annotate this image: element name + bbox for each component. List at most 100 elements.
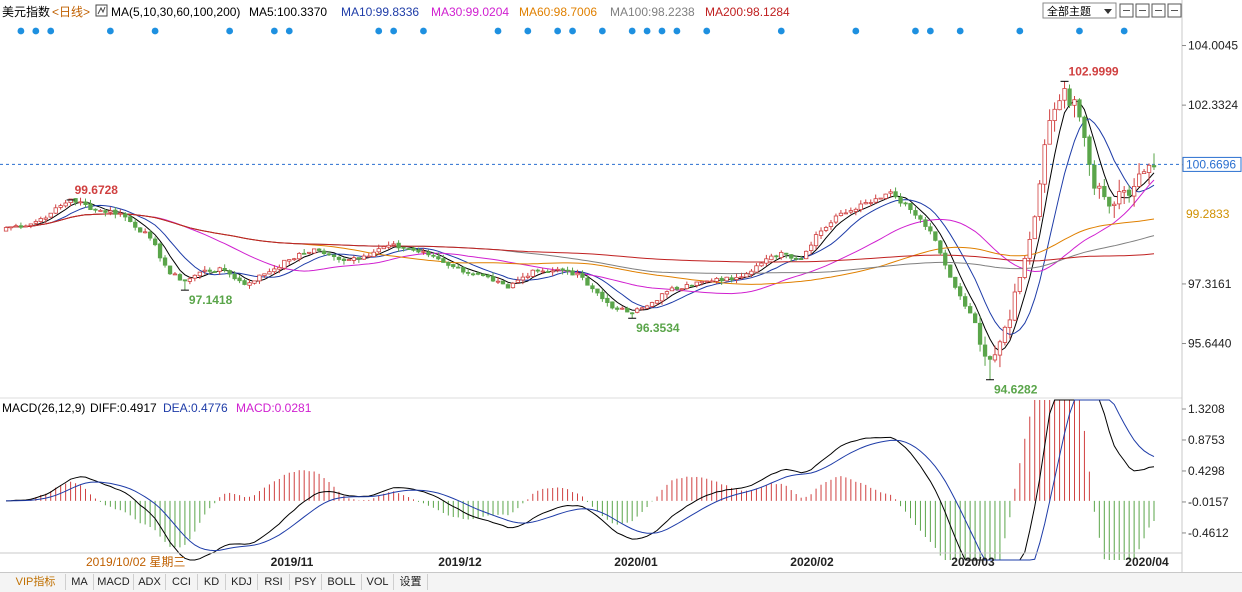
macd-tick-label: 0.8753 xyxy=(1188,433,1225,447)
candle-up xyxy=(654,300,660,304)
candle-up xyxy=(510,282,516,289)
signal-dot xyxy=(1076,27,1083,35)
candle-down xyxy=(88,203,93,210)
candle-up xyxy=(1146,164,1152,173)
candle-down xyxy=(416,249,421,253)
candle-up xyxy=(23,225,29,228)
indicator-settings-icon[interactable] xyxy=(95,4,108,17)
signal-dot xyxy=(106,27,114,35)
ma-value-label: MA5:100.3370 xyxy=(249,5,327,19)
signal-dot xyxy=(47,27,55,35)
indicator-tab-bar: VIP指标 MA MACD ADX CCI KD KDJ RSI PSY BOLL VOL 设置 xyxy=(0,572,1242,592)
candle-up xyxy=(287,259,292,262)
candle-down xyxy=(326,253,332,256)
candle-down xyxy=(167,265,173,275)
indicator-tab[interactable]: CCI xyxy=(166,574,198,590)
candle-down xyxy=(128,216,133,223)
theme-dropdown-label: 全部主题 xyxy=(1047,4,1091,18)
annotation-label: 96.3534 xyxy=(636,321,680,335)
candle-up xyxy=(734,276,739,280)
candle-up xyxy=(1022,257,1027,278)
candle-up xyxy=(306,251,312,254)
candle-up xyxy=(108,210,113,213)
ma-value-label: MA100:98.2238 xyxy=(610,5,695,19)
candle-down xyxy=(137,227,143,233)
macd-diff-line xyxy=(5,399,1155,561)
indicator-tab[interactable]: KDJ xyxy=(226,574,258,590)
candle-up xyxy=(779,251,784,258)
ma10-line xyxy=(5,118,1155,336)
candle-down xyxy=(505,284,511,289)
candle-down xyxy=(436,256,441,260)
candle-up xyxy=(366,255,371,258)
candle-up xyxy=(525,275,530,278)
candle-down xyxy=(1087,136,1092,165)
candle-up xyxy=(277,266,282,270)
candle-down xyxy=(182,279,188,282)
window-icons xyxy=(1119,3,1182,18)
indicator-tab[interactable]: KD xyxy=(198,574,226,590)
candle-up xyxy=(53,207,58,214)
candle-up xyxy=(8,226,14,229)
candle-up xyxy=(1037,183,1042,217)
candle-down xyxy=(923,219,928,227)
candle-up xyxy=(1132,185,1137,197)
indicator-tab[interactable]: MACD xyxy=(94,574,134,590)
theme-dropdown[interactable] xyxy=(1042,2,1117,19)
candle-up xyxy=(38,218,43,222)
candle-up xyxy=(297,252,302,260)
candle-up xyxy=(515,279,520,283)
candle-down xyxy=(356,257,362,260)
candle-down xyxy=(490,276,496,282)
candle-down xyxy=(963,296,968,307)
candle-up xyxy=(1007,319,1012,328)
signal-dot xyxy=(569,27,576,35)
candle-down xyxy=(913,210,918,216)
price-tick-label: 97.3161 xyxy=(1188,277,1232,291)
indicator-tab[interactable]: BOLL xyxy=(322,574,362,590)
indicator-tab[interactable]: VIP指标 xyxy=(6,574,66,590)
indicator-tab[interactable]: PSY xyxy=(290,574,322,590)
macd-tick-label: 0.4298 xyxy=(1188,464,1225,478)
price-tick-label: 95.6440 xyxy=(1188,337,1232,351)
time-axis-label: 2020/03 xyxy=(951,555,995,569)
candle-up xyxy=(247,282,252,286)
candle-up xyxy=(883,193,888,199)
candle-down xyxy=(918,215,923,220)
candle-up xyxy=(888,191,893,194)
candle-down xyxy=(933,231,938,241)
candle-up xyxy=(63,202,68,207)
price-gridlines xyxy=(0,163,1182,399)
candle-down xyxy=(446,261,451,266)
indicator-tab[interactable]: RSI xyxy=(258,574,290,590)
candle-up xyxy=(257,274,262,282)
indicator-tab[interactable]: 设置 xyxy=(394,574,428,590)
candle-down xyxy=(177,274,183,281)
candle-up xyxy=(838,212,844,216)
candle-down xyxy=(585,277,590,286)
period-label[interactable]: <日线> xyxy=(52,5,90,19)
indicator-tab[interactable]: ADX xyxy=(134,574,166,590)
candle-up xyxy=(635,308,640,313)
ma200-line xyxy=(5,213,1155,263)
macd-tick-label: 1.3208 xyxy=(1188,402,1225,416)
signal-dot xyxy=(703,27,711,35)
candle-down xyxy=(943,252,948,266)
ma-value-label: MA10:99.8336 xyxy=(341,5,419,19)
macd-dea-line xyxy=(5,399,1155,561)
candle-up xyxy=(739,276,744,279)
indicator-tab[interactable]: MA xyxy=(66,574,94,590)
candle-up xyxy=(1141,171,1147,174)
candle-up xyxy=(664,291,670,295)
candle-up xyxy=(262,273,267,276)
macd-dea-label: DEA:0.4776 xyxy=(163,401,228,415)
candle-up xyxy=(863,202,868,205)
candle-down xyxy=(789,254,794,259)
indicator-tab[interactable]: VOL xyxy=(362,574,394,590)
candle-down xyxy=(475,272,481,275)
cursor-date-label: 2019/10/02 星期三 xyxy=(86,555,185,569)
annotation-label: 99.6728 xyxy=(75,183,119,197)
candle-down xyxy=(774,255,779,258)
candle-up xyxy=(1117,191,1122,205)
